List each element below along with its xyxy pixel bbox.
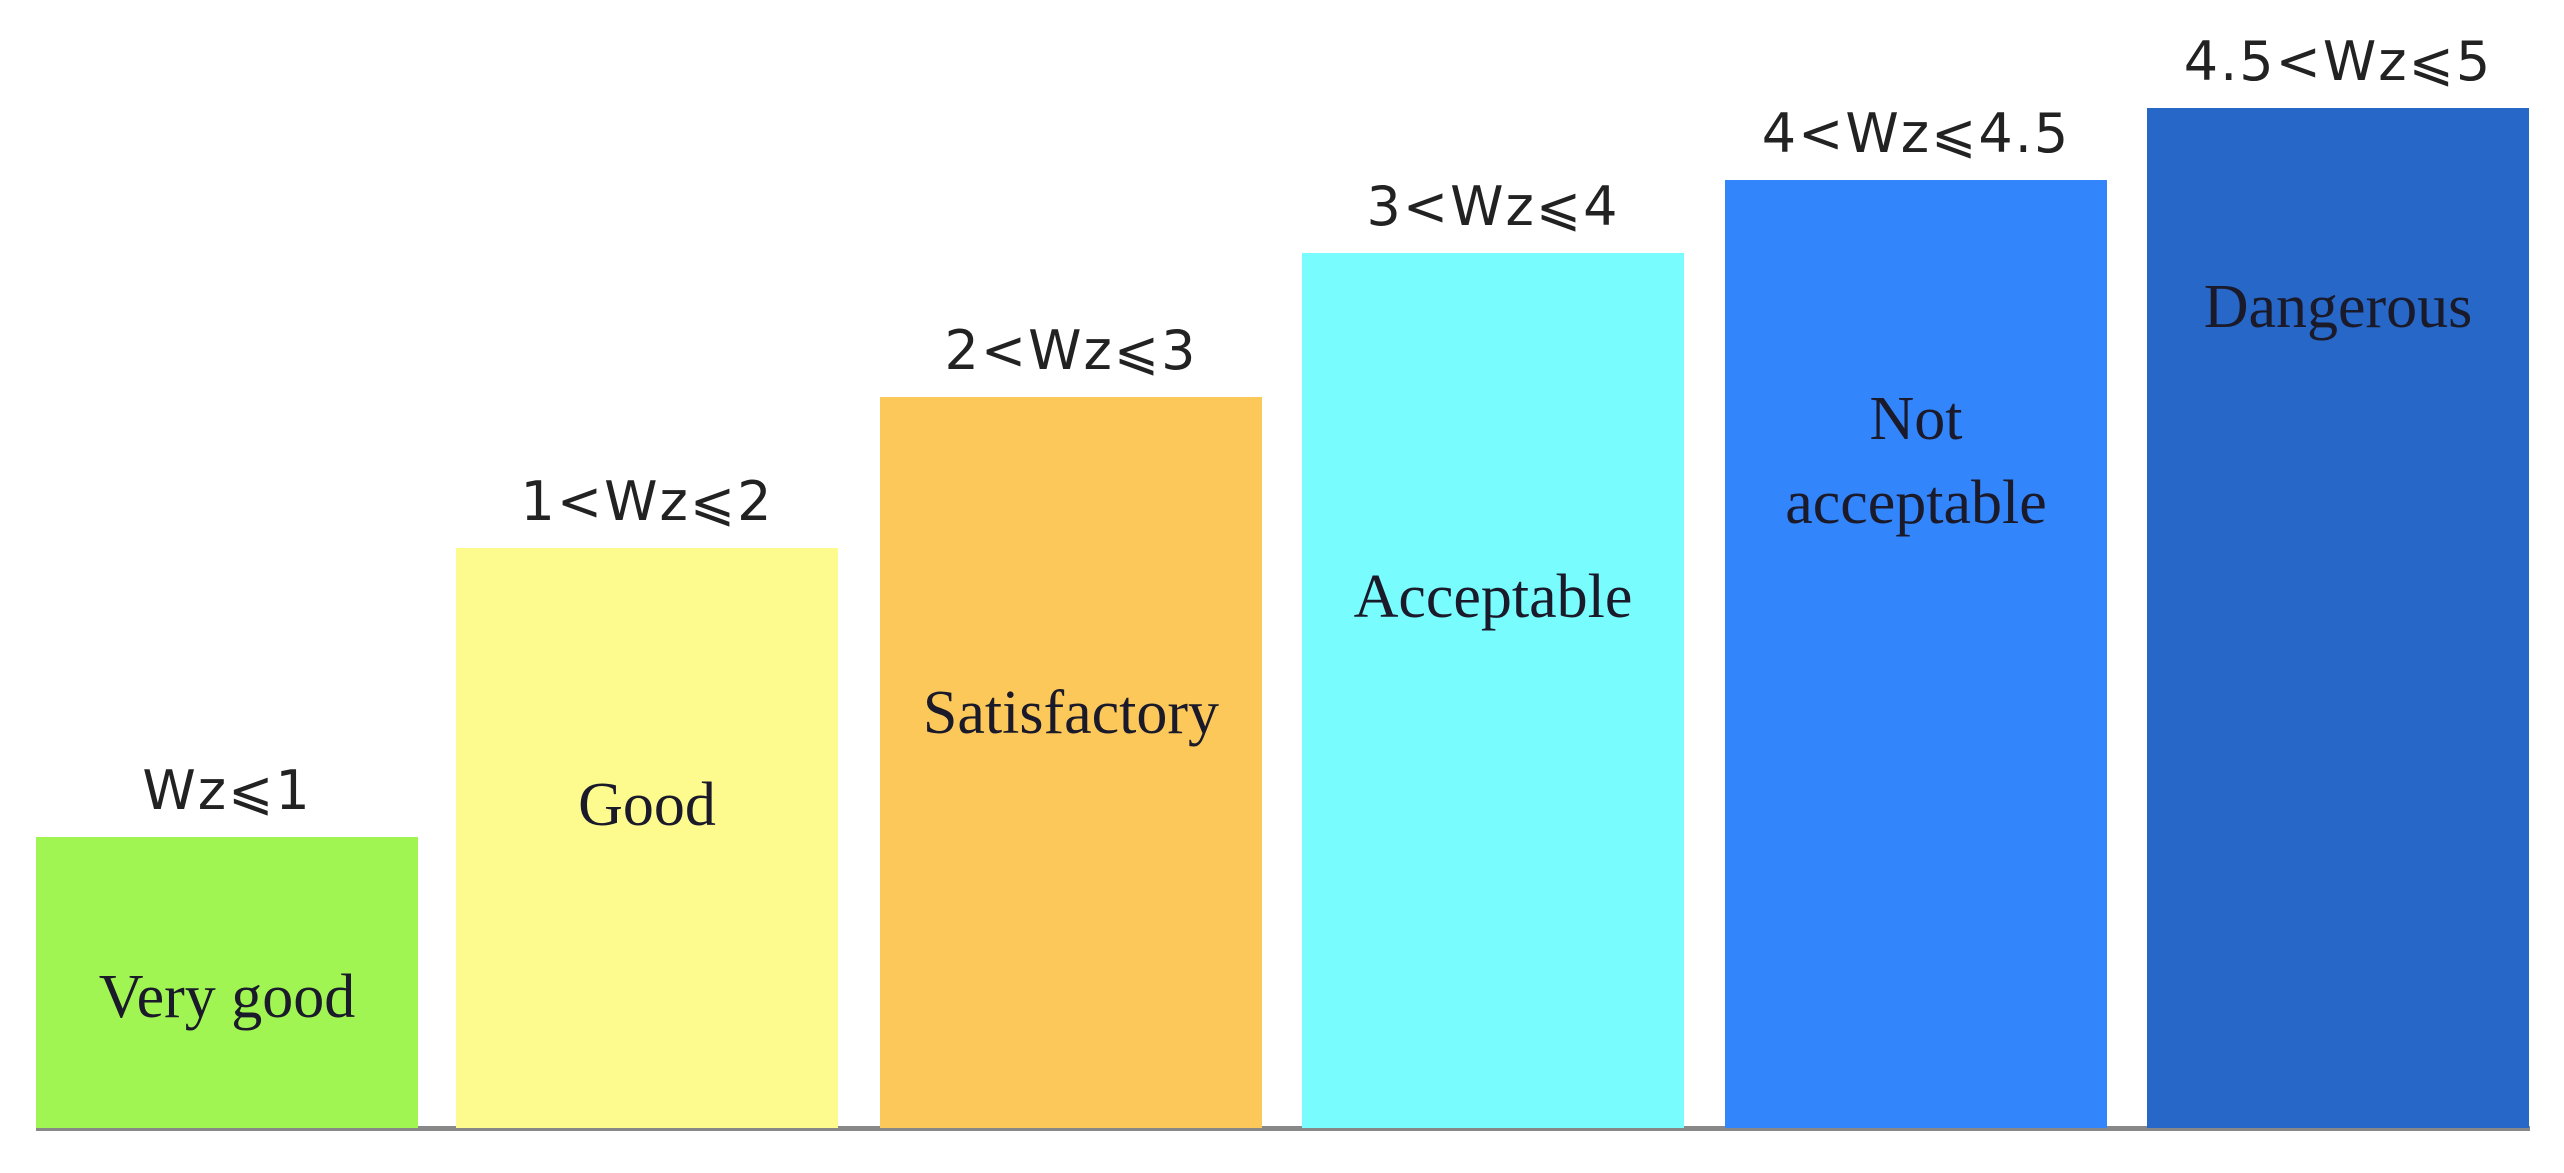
range-label: Wz⩽1 — [142, 759, 312, 822]
baseline — [36, 1126, 2530, 1131]
level-bar: Not acceptable — [1725, 180, 2107, 1128]
level-bar: Satisfactory — [880, 397, 1262, 1128]
range-label: 2<Wz⩽3 — [944, 319, 1198, 382]
level-bar: Good — [456, 548, 838, 1128]
range-label: 1<Wz⩽2 — [520, 470, 774, 533]
level-bar: Dangerous — [2147, 108, 2529, 1128]
level-label: Acceptable — [1353, 563, 1633, 631]
level-label: Very good — [98, 963, 356, 1031]
level-label: Dangerous — [2203, 273, 2473, 341]
range-label: 3<Wz⩽4 — [1366, 175, 1620, 238]
level-bar: Very good — [36, 837, 418, 1128]
range-label: 4<Wz⩽4.5 — [1761, 102, 2071, 165]
level-label: Not acceptable — [1785, 385, 2047, 537]
level-label: Satisfactory — [922, 679, 1220, 747]
level-bar: Acceptable — [1302, 253, 1684, 1128]
level-label: Good — [578, 771, 716, 839]
range-label: 4.5<Wz⩽5 — [2183, 30, 2493, 93]
